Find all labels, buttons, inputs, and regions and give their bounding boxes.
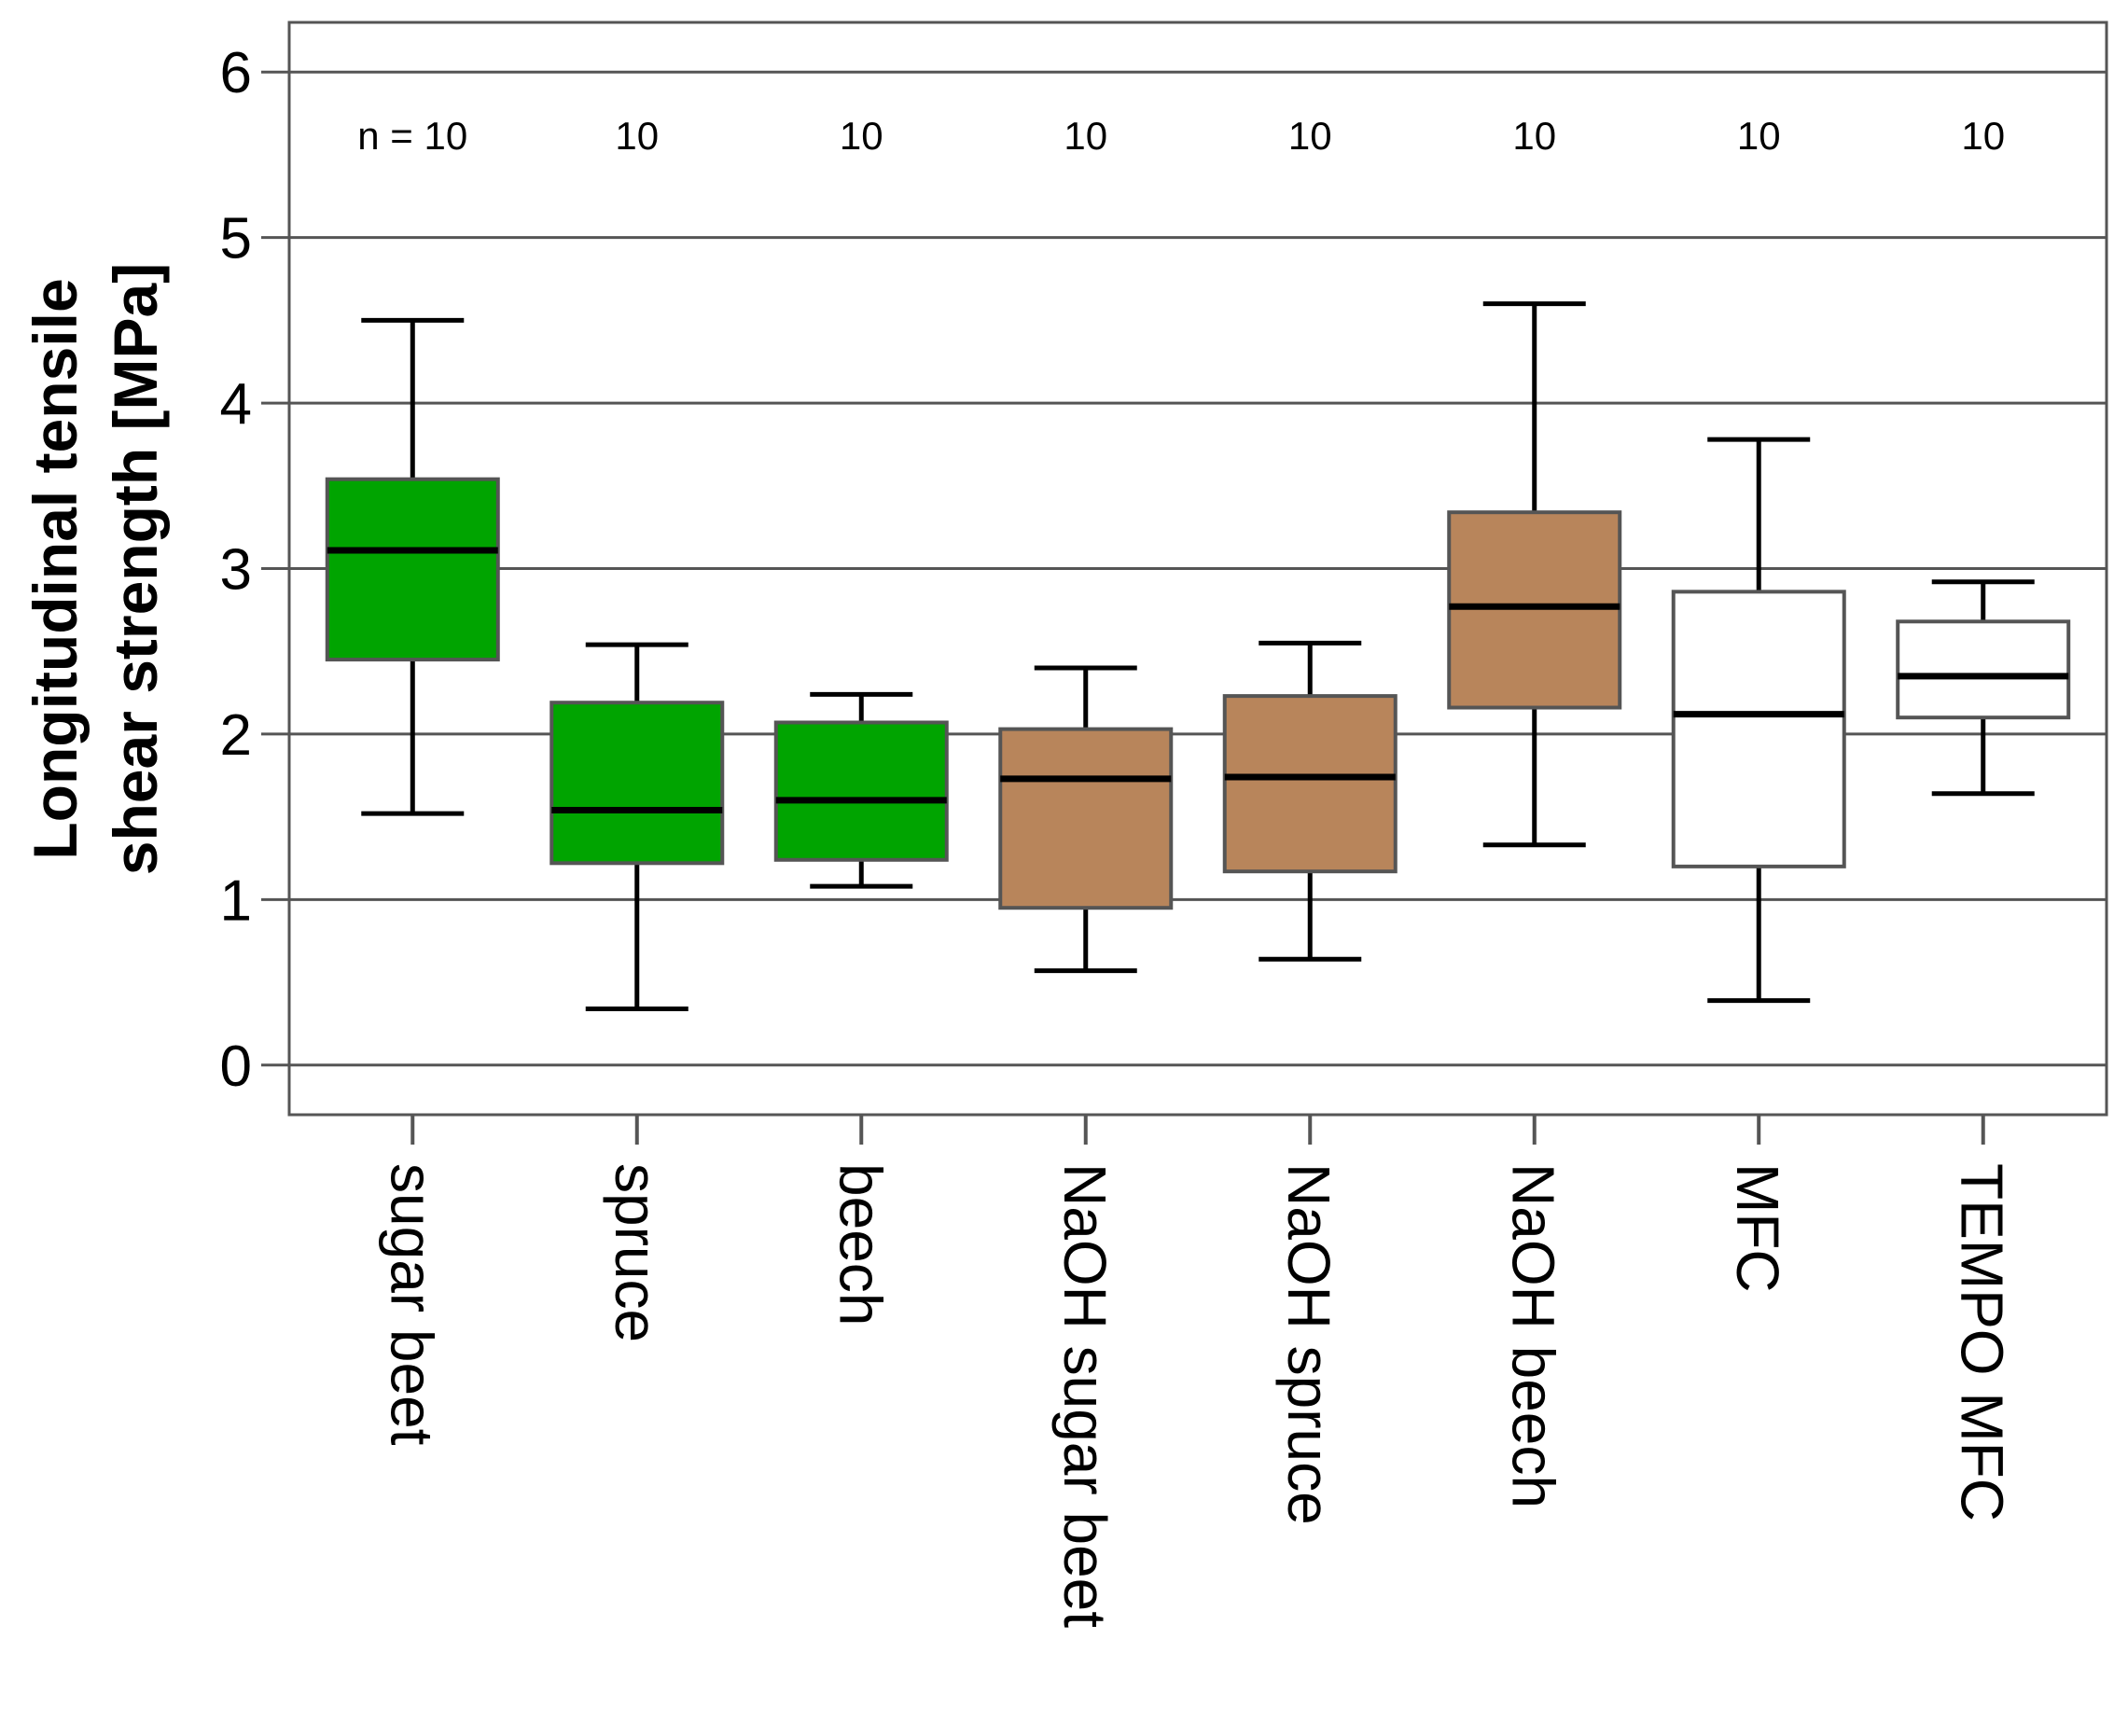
n-label-7: 10 — [1737, 114, 1781, 158]
box-1 — [325, 317, 500, 816]
x-tick-label-3: beech — [827, 1163, 894, 1326]
box-series — [325, 301, 2071, 1011]
box-5 — [1222, 640, 1398, 962]
box-8 — [1896, 579, 2071, 797]
y-tick-label-6: 6 — [220, 41, 252, 105]
n-label-1: n = 10 — [357, 114, 467, 158]
box-4 — [998, 665, 1174, 974]
box-iqr — [773, 720, 949, 862]
box-iqr — [1447, 510, 1622, 710]
y-tick-label-5: 5 — [220, 207, 252, 271]
x-tick-label-4: NaOH sugar beet — [1051, 1163, 1119, 1628]
box-iqr — [1896, 619, 2071, 720]
y-axis: 0 1 2 3 4 5 6 — [220, 41, 289, 1099]
box-iqr — [325, 477, 500, 662]
sample-size-labels: n = 10 10 10 10 10 10 10 10 — [357, 114, 2005, 158]
y-tick-label-1: 1 — [220, 868, 252, 933]
box-iqr — [549, 701, 725, 866]
y-tick-label-2: 2 — [220, 703, 252, 768]
n-label-8: 10 — [1961, 114, 2005, 158]
n-label-6: 10 — [1512, 114, 1556, 158]
box-7 — [1671, 437, 1846, 1004]
y-axis-title-line-2: shear strength [MPa] — [101, 263, 170, 875]
n-label-5: 10 — [1288, 114, 1332, 158]
x-tick-label-8: TEMPO MFC — [1949, 1163, 2016, 1521]
x-axis: sugar beet spruce beech NaOH sugar beet NaOH… — [378, 1115, 2016, 1628]
box-2 — [549, 642, 725, 1011]
box-iqr — [998, 727, 1174, 910]
y-tick-label-4: 4 — [220, 372, 252, 437]
box-iqr — [1671, 590, 1846, 868]
y-axis-title-line-1: Longitudinal tensile — [21, 278, 90, 859]
n-label-4: 10 — [1064, 114, 1107, 158]
box-6 — [1447, 301, 1622, 848]
box-3 — [773, 691, 949, 889]
x-tick-label-7: MFC — [1724, 1163, 1791, 1293]
box-iqr — [1222, 694, 1398, 874]
y-tick-label-0: 0 — [220, 1035, 252, 1099]
n-label-2: 10 — [615, 114, 659, 158]
x-tick-label-6: NaOH beech — [1500, 1163, 1567, 1508]
n-label-3: 10 — [840, 114, 883, 158]
x-tick-label-2: spruce — [603, 1163, 670, 1342]
x-tick-label-1: sugar beet — [378, 1163, 445, 1446]
y-tick-label-3: 3 — [220, 538, 252, 603]
x-tick-label-5: NaOH spruce — [1275, 1163, 1342, 1525]
